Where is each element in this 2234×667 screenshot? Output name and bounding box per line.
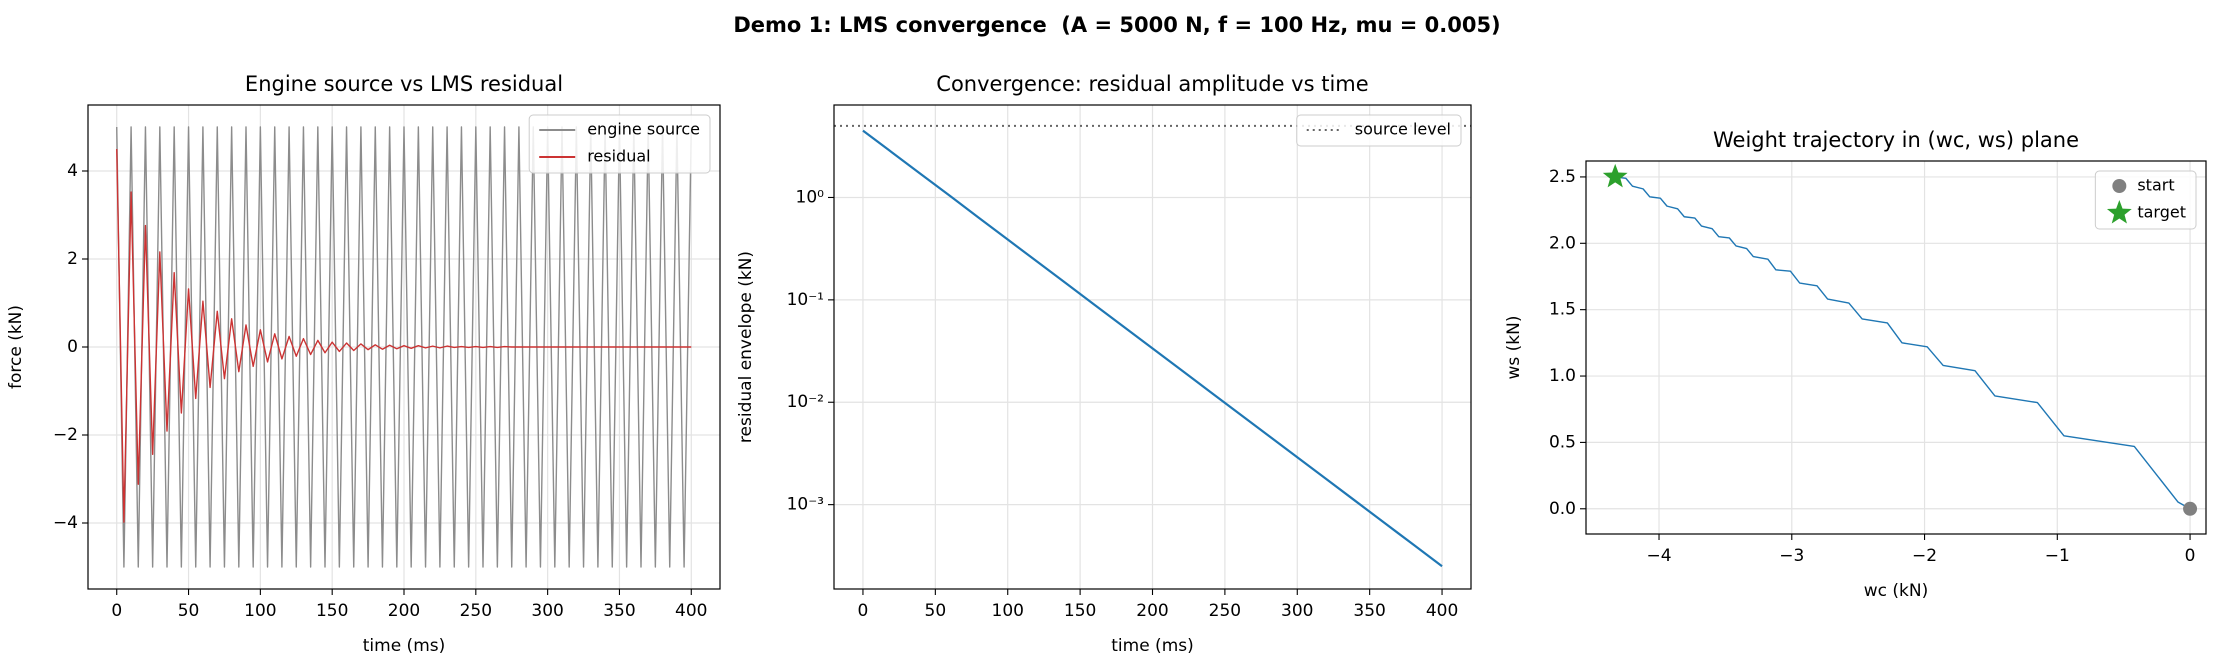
x-tick-label: 250	[460, 601, 492, 621]
x-axis-label: time (ms)	[363, 636, 446, 656]
y-tick-label: 0.0	[1549, 499, 1576, 519]
point-marker	[2183, 501, 2198, 516]
y-tick-label: 10⁻¹	[787, 290, 824, 310]
legend-label: engine source	[587, 120, 700, 139]
x-tick-label: 300	[1281, 601, 1313, 621]
y-axis-label: residual envelope (kN)	[736, 251, 756, 443]
x-tick-label: 150	[1064, 601, 1096, 621]
y-tick-label: 1.0	[1549, 366, 1576, 386]
y-tick-label: 10⁻³	[787, 495, 824, 515]
y-tick-label: 4	[67, 161, 78, 181]
x-tick-label: 350	[1353, 601, 1385, 621]
x-tick-label: 100	[244, 601, 276, 621]
y-tick-label: 0.5	[1549, 432, 1576, 452]
figure-title: Demo 1: LMS convergence (A = 5000 N, f =…	[733, 13, 1500, 37]
y-tick-label: 2.5	[1549, 167, 1576, 187]
legend: source level	[1296, 114, 1462, 147]
subplot-title: Convergence: residual amplitude vs time	[936, 72, 1368, 96]
subplot-title: Engine source vs LMS residual	[245, 72, 563, 96]
x-tick-label: 250	[1209, 601, 1241, 621]
x-tick-label: 200	[1136, 601, 1168, 621]
subplot: Weight trajectory in (wc, ws) plane wc (k…	[1504, 128, 2207, 601]
axes-frame	[833, 104, 1472, 590]
series-line	[862, 129, 1443, 568]
x-tick-label: 100	[992, 601, 1024, 621]
x-tick-label: 0	[858, 601, 869, 621]
y-tick-label: 2.0	[1549, 233, 1576, 253]
axes-frame	[87, 104, 721, 590]
legend: engine source residual	[528, 114, 711, 174]
y-tick-label: 10⁰	[796, 187, 825, 207]
x-tick-label: 400	[1426, 601, 1458, 621]
star-marker	[2106, 200, 2132, 224]
x-tick-label: 0	[111, 601, 122, 621]
x-tick-label: −3	[1779, 546, 1804, 566]
star-marker	[1602, 163, 1628, 188]
y-tick-label: −4	[53, 513, 78, 533]
x-tick-label: −2	[1912, 546, 1937, 566]
legend: start target	[2094, 170, 2197, 230]
point-marker	[2112, 179, 2127, 193]
series-line	[116, 126, 692, 568]
legend-box	[1296, 114, 1462, 147]
y-tick-label: 1.5	[1549, 300, 1576, 320]
legend-label: source level	[1355, 120, 1451, 139]
axes-frame	[1585, 160, 2207, 535]
x-tick-label: 150	[316, 601, 348, 621]
y-axis-label: ws (kN)	[1504, 316, 1524, 380]
series-line	[116, 148, 692, 523]
y-tick-label: −2	[53, 425, 78, 445]
legend-label: start	[2137, 176, 2174, 195]
y-axis-label: force (kN)	[6, 305, 26, 389]
x-tick-label: −4	[1646, 546, 1671, 566]
y-tick-label: 0	[67, 337, 78, 357]
x-tick-label: 400	[675, 601, 707, 621]
x-tick-label: 300	[531, 601, 563, 621]
x-tick-label: 0	[2185, 546, 2196, 566]
x-tick-label: 350	[603, 601, 635, 621]
subplot-title: Weight trajectory in (wc, ws) plane	[1713, 128, 2079, 152]
y-tick-label: 2	[67, 249, 78, 269]
legend-label: target	[2137, 203, 2186, 222]
x-tick-label: 50	[178, 601, 200, 621]
x-tick-label: 200	[388, 601, 420, 621]
y-tick-label: 10⁻²	[787, 392, 824, 412]
x-tick-label: −1	[2045, 546, 2070, 566]
subplot: Convergence: residual amplitude vs time t…	[736, 72, 1472, 656]
x-axis-label: time (ms)	[1111, 636, 1194, 656]
x-axis-label: wc (kN)	[1864, 581, 1928, 601]
legend-label: residual	[587, 147, 650, 166]
x-tick-label: 50	[925, 601, 947, 621]
subplot: Engine source vs LMS residual time (ms) fo…	[6, 72, 721, 656]
series-line	[1615, 176, 2191, 510]
